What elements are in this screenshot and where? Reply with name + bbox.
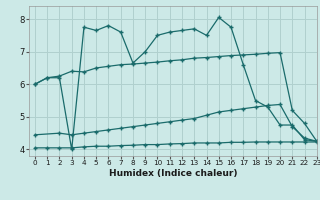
X-axis label: Humidex (Indice chaleur): Humidex (Indice chaleur) <box>108 169 237 178</box>
